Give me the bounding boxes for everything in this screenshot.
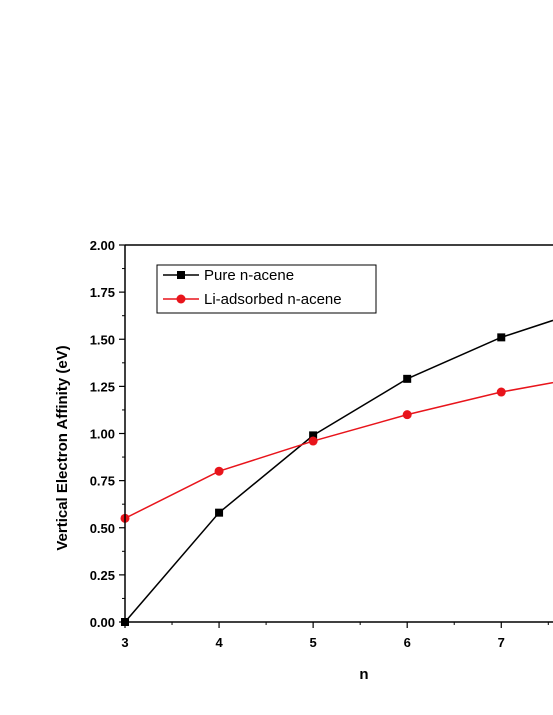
x-tick-label: 4 — [215, 635, 223, 650]
data-point-square — [497, 333, 506, 342]
y-tick-label: 1.50 — [90, 332, 115, 347]
x-tick-label: 3 — [121, 635, 128, 650]
y-tick-label: 1.25 — [90, 379, 115, 394]
data-point-square — [309, 431, 318, 440]
data-point-circle — [402, 410, 412, 420]
series-line-1 — [124, 381, 553, 519]
legend-label-pure: Pure n-acene — [204, 267, 294, 284]
x-tick-label: 5 — [310, 635, 317, 650]
legend-label-li: Li-adsorbed n-acene — [204, 291, 342, 308]
y-tick-label: 0.00 — [90, 615, 115, 630]
series-line-0 — [124, 319, 553, 623]
legend-marker-pure — [177, 271, 185, 279]
data-point-circle — [496, 387, 506, 397]
y-tick-label: 0.25 — [90, 568, 115, 583]
data-point-square — [403, 374, 412, 383]
legend: Pure n-acene Li-adsorbed n-acene — [156, 264, 377, 314]
data-point-circle — [308, 436, 318, 446]
x-axis-label: n — [359, 666, 368, 683]
legend-box — [156, 264, 377, 314]
series-layer — [120, 319, 553, 626]
y-tick-label: 1.75 — [90, 285, 115, 300]
y-tick-label: 1.00 — [90, 427, 115, 442]
data-point-circle — [214, 466, 224, 476]
y-tick-label: 0.50 — [90, 521, 115, 536]
data-point-square — [215, 508, 224, 517]
y-tick-label: 2.00 — [90, 238, 115, 253]
legend-marker-li — [176, 294, 186, 304]
ticks-layer: 0.00 0.25 0.50 0.75 1.00 1.25 1.50 1.75 2.00 3 4 5 6… — [90, 238, 549, 650]
y-tick-label: 0.75 — [90, 474, 115, 489]
x-tick-label: 6 — [404, 635, 411, 650]
y-axis-label: Vertical Electron Affinity (eV) — [54, 345, 71, 550]
x-tick-label: 7 — [498, 635, 505, 650]
